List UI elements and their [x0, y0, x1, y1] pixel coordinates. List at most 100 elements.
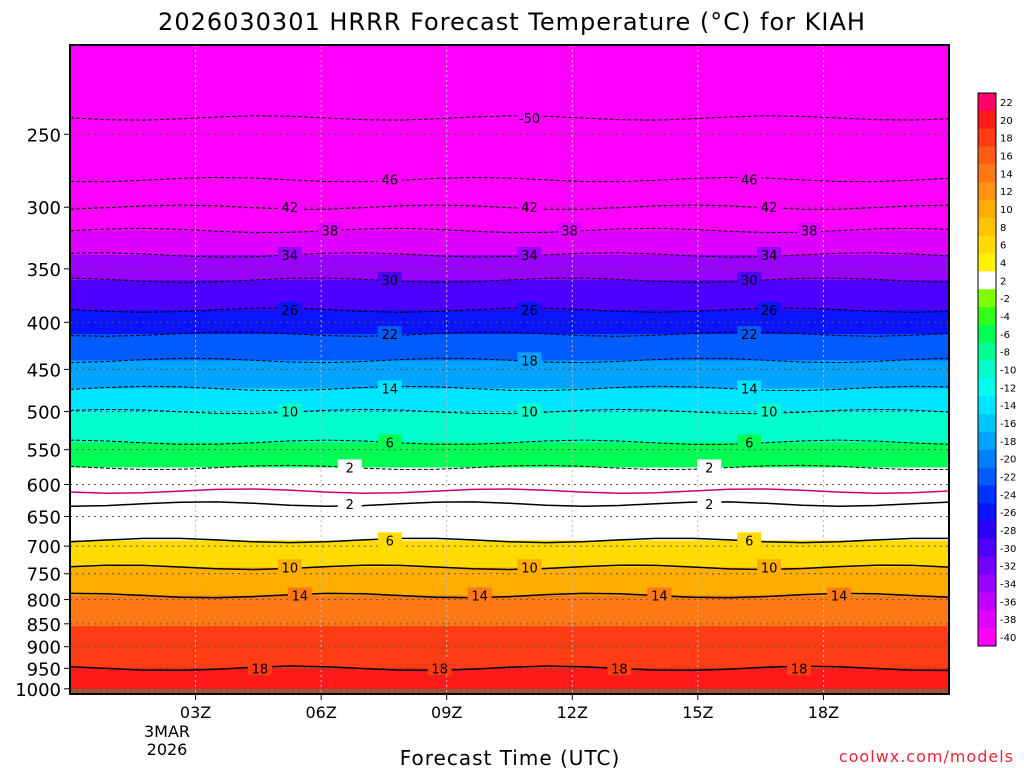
colorbar-label: -16 [1000, 419, 1016, 430]
colorbar-label: -28 [1000, 526, 1016, 537]
isotherm-label: 6 [386, 534, 394, 549]
isotherm-label: 22 [741, 328, 758, 343]
colorbar-swatch [978, 360, 996, 379]
isotherm-label-bg [737, 532, 762, 548]
x-tick-label: 12Z [557, 703, 588, 722]
colorbar-label: -6 [1000, 330, 1010, 341]
isotherm-label-bg [277, 559, 302, 575]
temperature-band [70, 254, 949, 281]
isotherm-label: 34 [282, 249, 299, 264]
isotherm-label-bg [517, 403, 542, 419]
isotherm-line [69, 592, 950, 599]
y-tick-label: 350 [27, 260, 61, 281]
colorbar-swatch [978, 110, 996, 129]
colorbar-swatch [978, 128, 996, 147]
x-tick-label: 09Z [431, 703, 462, 722]
isotherm-label-bg [557, 222, 582, 238]
isotherm-label-bg [797, 222, 822, 238]
isotherm-label-bg [757, 302, 782, 318]
isotherm-label-bg [467, 587, 492, 603]
isotherm-label: 18 [431, 662, 448, 677]
isotherm-label-bg [377, 532, 402, 548]
isotherm-label: 38 [322, 225, 339, 240]
isotherm-label-bg [517, 302, 542, 318]
colorbar-swatch [978, 449, 996, 468]
isotherm-label: 18 [611, 662, 628, 677]
isotherm-label-bg [377, 434, 402, 450]
colorbar-label: 14 [1000, 169, 1013, 180]
temperature-band [70, 280, 949, 311]
colorbar-label: 12 [1000, 187, 1013, 198]
colorbar-swatch [978, 538, 996, 558]
temperature-band [70, 504, 949, 541]
x-date-label-year: 2026 [147, 740, 188, 759]
isotherm-label: -50 [519, 112, 540, 127]
temperature-band [70, 411, 949, 443]
isotherm-label: 34 [521, 249, 538, 264]
isotherm-line [69, 331, 950, 337]
y-tick-label: 650 [27, 508, 61, 529]
isotherm-label: 10 [761, 406, 778, 421]
isotherm-label-bg [697, 496, 722, 512]
colorbar-label: 16 [1000, 151, 1013, 162]
temperature-band [70, 388, 949, 413]
colorbar-label: 6 [1000, 241, 1006, 252]
isotherm-label-bg [247, 660, 272, 676]
isotherm-label: 10 [282, 406, 299, 421]
colorbar-label: 8 [1000, 223, 1006, 234]
isotherm-label-bg [757, 403, 782, 419]
isotherm-line [69, 537, 949, 544]
isotherm-label: 42 [282, 201, 299, 216]
temperature-band [70, 334, 949, 361]
isotherm-label-bg [377, 272, 402, 288]
y-tick-label: 800 [27, 591, 61, 612]
isotherm-label: 42 [521, 201, 538, 216]
colorbar-swatch [978, 467, 996, 486]
isotherm-label: 26 [761, 304, 778, 319]
isotherm-label: 38 [561, 225, 578, 240]
colorbar-label: 10 [1000, 205, 1013, 216]
isotherm-label: 22 [381, 328, 398, 343]
colorbar-label: 20 [1000, 116, 1013, 127]
colorbar-swatch [978, 200, 996, 219]
isotherm-label: 10 [282, 561, 299, 576]
y-tick-label: 900 [27, 638, 61, 659]
y-tick-label: 250 [27, 125, 61, 146]
isotherm-line [69, 204, 950, 210]
colorbar-swatch [978, 146, 996, 165]
isotherm-line [69, 176, 950, 183]
colorbar-legend: 22 20 18 16 14 12 10 8 6 4 2 -2 -4 -6 -8 -10 -12 -14 -16 -1… [977, 92, 1016, 647]
isotherm-label-bg [317, 222, 342, 238]
colorbar-swatch [978, 414, 996, 433]
isotherm-line [69, 464, 950, 471]
below-ground-band [70, 688, 949, 694]
isotherm-label: 2 [705, 498, 713, 513]
isotherm-label: 14 [471, 590, 488, 605]
isotherm-line [69, 307, 950, 313]
colorbar-label: 4 [1000, 258, 1006, 269]
isotherm-label: 46 [741, 174, 758, 189]
isotherm-label-bg [517, 199, 542, 215]
isotherm-label: 10 [521, 406, 538, 421]
colorbar-label: -10 [1000, 366, 1016, 377]
colorbar-swatch [978, 574, 996, 593]
isotherm-label-bg [737, 272, 762, 288]
x-tick-label: 18Z [808, 703, 839, 722]
temperature-band [70, 467, 949, 492]
isotherm-line [69, 439, 950, 445]
isotherm-label-bg [277, 403, 302, 419]
x-tick-label: 03Z [180, 703, 211, 722]
isotherm-label-bg [337, 459, 362, 475]
colorbar-swatch [978, 182, 996, 201]
isotherm-label-bg [737, 380, 762, 396]
colorbar-swatch [978, 396, 996, 415]
isotherm-label-bg [377, 380, 402, 396]
isotherm-label: 30 [741, 274, 758, 289]
isotherm-line [69, 408, 950, 415]
colorbar-swatch [978, 556, 996, 575]
isotherm-label-bg [277, 246, 302, 262]
colorbar-swatch [978, 431, 996, 451]
colorbar-swatch [978, 235, 996, 254]
colorbar-label: -36 [1000, 597, 1016, 608]
